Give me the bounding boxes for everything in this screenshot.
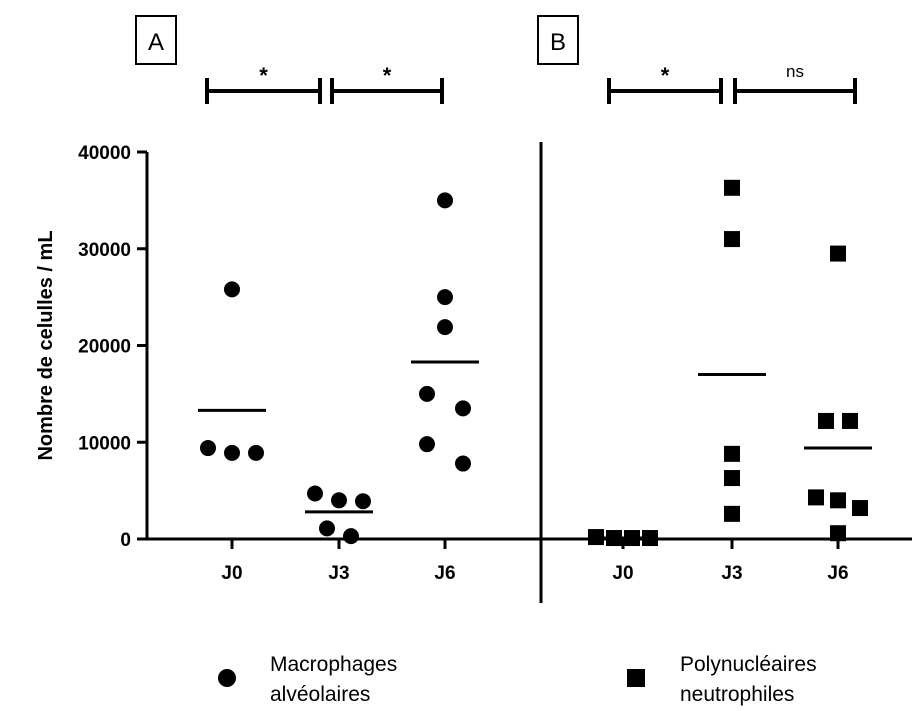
y-tick-label: 0 (120, 530, 131, 551)
legend-item: Polynucléaires neutrophiles (627, 653, 817, 706)
data-point (319, 520, 335, 537)
data-point (331, 492, 347, 509)
x-tick-label: J0 (221, 563, 242, 584)
y-tick-label: 20000 (78, 337, 131, 358)
data-point (200, 440, 216, 457)
y-tick-label: 40000 (78, 143, 131, 164)
x-tick-label: J3 (721, 563, 742, 584)
legend-marker (218, 669, 236, 687)
panel-a: A J0 J3 J6 * * (135, 15, 479, 584)
data-point (830, 525, 846, 542)
panel-label-box (135, 15, 177, 65)
data-point (724, 470, 740, 487)
data-point (830, 492, 846, 509)
data-point (355, 493, 371, 510)
significance-label: * (661, 63, 670, 88)
data-point (419, 436, 435, 453)
x-tick-label: J3 (328, 563, 349, 584)
legend-label: Polynucléaires neutrophiles (680, 653, 817, 706)
x-tick-label: J0 (612, 563, 633, 584)
panel-b: B J0 J3 J6 * ns (537, 15, 872, 584)
x-tick-label: J6 (434, 563, 455, 584)
significance-label: * (259, 63, 268, 88)
significance-label: * (383, 63, 392, 88)
significance-bracket: * (205, 63, 322, 104)
data-point (224, 444, 240, 461)
significance-label: ns (786, 62, 804, 81)
data-point (419, 385, 435, 402)
data-point (307, 485, 323, 502)
panels: A J0 J3 J6 * * B J0 J3 J6 * ns (135, 15, 872, 584)
legend-marker (627, 669, 645, 687)
x-tick-label: J6 (827, 563, 848, 584)
legend-item: Macrophages alvéolaires (218, 653, 397, 706)
panel-label: B (550, 29, 566, 56)
data-point (818, 412, 834, 429)
legend: Macrophages alvéolaires Polynucléaires neut… (218, 653, 817, 706)
data-point (437, 192, 453, 209)
axes: 0 10000 20000 30000 40000 Nombre de celulles … (35, 142, 912, 603)
data-point (808, 489, 824, 506)
data-point (437, 319, 453, 336)
data-point (724, 231, 740, 248)
significance-bracket: * (607, 63, 723, 104)
data-point (724, 505, 740, 522)
data-point (830, 245, 846, 262)
y-axis-label: Nombre de celulles / mL (35, 230, 57, 460)
data-point (842, 412, 858, 429)
y-tick-label: 10000 (78, 433, 131, 454)
data-point (455, 455, 471, 472)
data-point (852, 500, 868, 517)
legend-label: Macrophages alvéolaires (270, 653, 397, 706)
data-point (248, 444, 264, 461)
significance-bracket: * (330, 63, 444, 104)
data-point (437, 289, 453, 306)
data-point (455, 400, 471, 417)
data-point (343, 528, 359, 545)
panel-label-box (537, 15, 579, 65)
data-point (724, 179, 740, 196)
data-point (224, 281, 240, 298)
significance-bracket: ns (733, 62, 857, 104)
data-point (724, 445, 740, 462)
panel-label: A (148, 29, 164, 56)
y-tick-label: 30000 (78, 240, 131, 261)
